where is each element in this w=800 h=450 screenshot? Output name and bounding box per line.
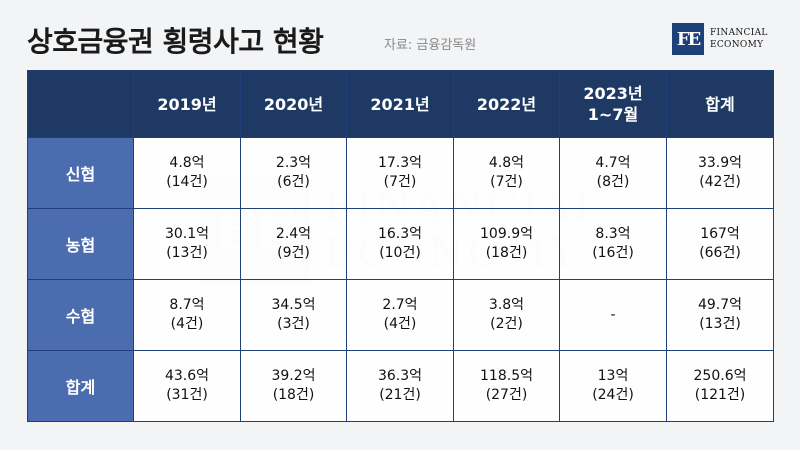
table-cell: 8.3억 (16건) <box>559 208 667 280</box>
cell-count: (13건) <box>699 316 741 332</box>
cell-amount: 33.9억 <box>697 155 743 171</box>
table-cell: 167억 (66건) <box>666 208 774 280</box>
embezzlement-table: 2019년 2020년 2021년 2022년 2023년 1~7월 합계 신협 4.8억(… <box>27 70 774 422</box>
cell-count: (31건) <box>166 387 208 403</box>
cell-count: (18건) <box>485 245 528 261</box>
table-cell: 8.7억 (4건) <box>133 279 241 351</box>
cell-count: (8건) <box>596 174 630 190</box>
table-row: 합계 43.6억 (31건) 39.2억 (18건) 36.3억 (21건) 118.5억 (2… <box>27 350 774 422</box>
table-cell: 2.7억 (4건) <box>346 279 454 351</box>
cell-amount: 16.3억 <box>377 226 423 242</box>
table-row: 수협 8.7억 (4건) 34.5억 (3건) 2.7억 (4건) 3.8억 (2건) - 49.7… <box>27 279 774 351</box>
logo-line-1: FINANCIAL <box>710 28 768 38</box>
cell-count: (9건) <box>277 245 310 261</box>
logo-line-2: ECONOMY <box>710 40 764 50</box>
cell-count: (121건) <box>694 387 746 403</box>
cell-amount: 8.7억 <box>169 297 205 313</box>
table-cell: 33.9억 (42건) <box>666 137 774 209</box>
cell-amount: 118.5억 <box>480 368 533 384</box>
cell-count: (66건) <box>699 245 741 261</box>
page-title: 상호금융권 횡령사고 현황 <box>27 25 324 58</box>
cell-count: (14건) <box>166 174 208 190</box>
cell-amount: 8.3억 <box>595 226 631 242</box>
table-cell: 30.1억 (13건) <box>133 208 241 280</box>
table-cell: 4.8억 (7건) <box>453 137 560 209</box>
row-label: 신협 <box>27 137 134 209</box>
table-cell: 36.3억 (21건) <box>346 350 454 422</box>
cell-amount: 43.6억 <box>164 368 210 384</box>
cell-amount: 49.7억 <box>697 297 743 313</box>
cell-amount: 167억 <box>700 226 740 242</box>
table-cell: 4.8억 (14건) <box>133 137 241 209</box>
column-header: 2022년 <box>453 70 560 138</box>
cell-count: (18건) <box>272 387 315 403</box>
cell-amount: 34.5억 <box>271 297 316 313</box>
cell-count: (13건) <box>166 245 208 261</box>
cell-amount: 39.2억 <box>271 368 316 384</box>
cell-count: (7건) <box>383 174 417 190</box>
cell-amount: 250.6억 <box>693 368 747 384</box>
logo-wordmark: FINANCIAL ECONOMY <box>710 27 768 51</box>
cell-amount: 17.3억 <box>377 155 423 171</box>
table-cell: 250.6억 (121건) <box>666 350 774 422</box>
table-cell: 109.9억 (18건) <box>453 208 560 280</box>
header-corner <box>27 70 134 138</box>
cell-amount: 2.4억 <box>275 226 312 242</box>
table-cell: 118.5억 (27건) <box>453 350 560 422</box>
cell-count: (10건) <box>379 245 421 261</box>
cell-amount: 36.3억 <box>377 368 423 384</box>
column-header: 2021년 <box>346 70 454 138</box>
table-cell: 39.2억 (18건) <box>240 350 347 422</box>
table-cell: 34.5억 (3건) <box>240 279 347 351</box>
cell-amount: 4.8억 <box>488 155 525 171</box>
logo-mark-icon: FE <box>672 23 704 55</box>
cell-amount: 4.7억 <box>595 155 631 171</box>
source-note: 자료: 금융감독원 <box>384 38 477 53</box>
cell-amount: 4.8억 <box>169 155 205 171</box>
column-header: 합계 <box>666 70 774 138</box>
table-cell: 43.6억 (31건) <box>133 350 241 422</box>
cell-amount: 3.8억 <box>488 297 525 313</box>
cell-count: (24건) <box>592 387 634 403</box>
cell-count: (16건) <box>592 245 634 261</box>
cell-count: (2건) <box>490 316 523 332</box>
cell-count: (6건) <box>277 174 310 190</box>
cell-count: (21건) <box>379 387 421 403</box>
table-cell: 3.8억 (2건) <box>453 279 560 351</box>
column-header: 2019년 <box>133 70 241 138</box>
cell-amount: 109.9억 <box>480 226 533 242</box>
cell-count: (4건) <box>383 316 417 332</box>
table-cell: 2.3억 (6건) <box>240 137 347 209</box>
row-label: 수협 <box>27 279 134 351</box>
cell-amount: 13억 <box>597 368 629 384</box>
table-row: 농협 30.1억 (13건) 2.4억 (9건) 16.3억 (10건) 109.9억 (18건… <box>27 208 774 280</box>
cell-amount: 2.7억 <box>382 297 418 313</box>
table-row: 신협 4.8억 (14건) 2.3억 (6건) 17.3억 (7건) 4.8억 (7건) 4.7억… <box>27 137 774 209</box>
column-header: 2023년 1~7월 <box>559 70 667 138</box>
row-label: 합계 <box>27 350 134 422</box>
brand-logo: FE FINANCIAL ECONOMY <box>672 22 768 56</box>
table-cell: 17.3억 (7건) <box>346 137 454 209</box>
cell-count: (27건) <box>485 387 528 403</box>
cell-count: (7건) <box>490 174 523 190</box>
table-cell: 49.7억 (13건) <box>666 279 774 351</box>
header-row: 2019년 2020년 2021년 2022년 2023년 1~7월 합계 <box>27 70 774 138</box>
table-cell: - <box>559 279 667 351</box>
table-cell: 2.4억 (9건) <box>240 208 347 280</box>
cell-count: (42건) <box>699 174 741 190</box>
cell-count: (4건) <box>170 316 204 332</box>
table-cell: 13억 (24건) <box>559 350 667 422</box>
table-cell: 16.3억 (10건) <box>346 208 454 280</box>
column-header: 2020년 <box>240 70 347 138</box>
row-label: 농협 <box>27 208 134 280</box>
table-cell: 4.7억 (8건) <box>559 137 667 209</box>
cell-amount: 2.3억 <box>275 155 312 171</box>
cell-amount: - <box>610 306 616 323</box>
cell-count: (3건) <box>277 316 310 332</box>
cell-amount: 30.1억 <box>164 226 210 242</box>
table-body: 신협 4.8억 (14건) 2.3억 (6건) 17.3억 (7건) 4.8억 (7건) 4.7억… <box>27 137 774 422</box>
